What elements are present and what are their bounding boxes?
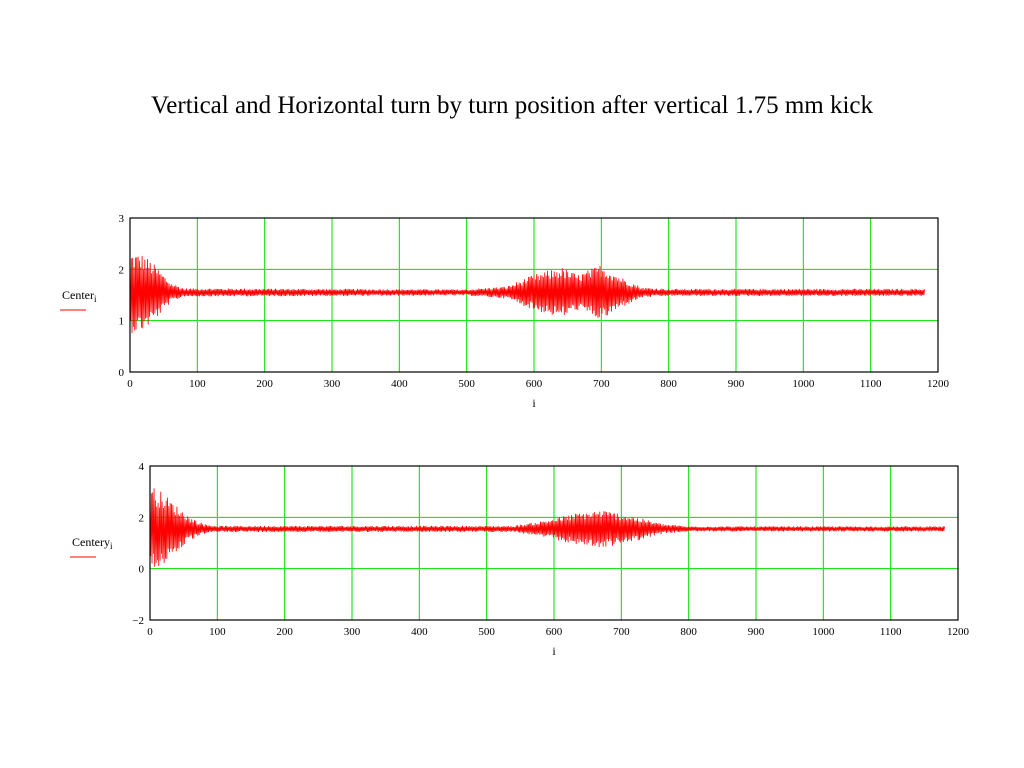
x-tick-label: 600	[546, 626, 563, 638]
y-tick-label: 4	[139, 461, 145, 473]
x-tick-label: 300	[324, 378, 341, 390]
y-axis-label-subscript: i	[94, 294, 97, 304]
chart-2: 0 100 200 300 400 500 600 700 800 900 1000 1100 1200…	[70, 461, 970, 658]
x-tick-label: 200	[256, 378, 273, 390]
y-tick-label: 2	[139, 512, 145, 524]
series-line-1	[129, 255, 925, 334]
x-tick-label: 500	[478, 626, 495, 638]
y-tick-label: 3	[119, 213, 125, 225]
x-tick-label: 900	[748, 626, 765, 638]
y-axis-label: Centeri	[62, 288, 97, 304]
y-tick-label: 1	[119, 316, 125, 328]
x-tick-label: 600	[526, 378, 543, 390]
y-tick-label: 2	[119, 264, 125, 276]
x-tick-label: 1200	[927, 378, 950, 390]
x-tick-label: 900	[728, 378, 745, 390]
y-tick-label: −2	[132, 615, 144, 627]
x-tick-label: 300	[344, 626, 361, 638]
x-axis-label: i	[552, 644, 556, 658]
x-tick-label: 100	[189, 378, 206, 390]
x-tick-label: 800	[680, 626, 697, 638]
plot-frame	[149, 465, 959, 621]
series-line-1	[149, 488, 945, 567]
x-tick-label: 400	[391, 378, 408, 390]
y-tick-label: 0	[139, 564, 145, 576]
x-axis-label: i	[532, 396, 536, 410]
x-tick-label: 800	[660, 378, 677, 390]
x-tick-label: 0	[147, 626, 153, 638]
x-tick-label: 1000	[792, 378, 815, 390]
x-tick-label: 100	[209, 626, 226, 638]
y-axis-label-subscript: i	[110, 541, 113, 551]
x-tick-label: 200	[276, 626, 293, 638]
plot-frame	[129, 217, 939, 373]
x-tick-label: 700	[613, 626, 630, 638]
x-tick-label: 700	[593, 378, 610, 390]
x-tick-label: 1000	[812, 626, 835, 638]
y-axis-label: Centeryi	[72, 535, 113, 551]
x-tick-label: 1100	[880, 626, 902, 638]
y-tick-label: 0	[119, 367, 125, 379]
x-tick-label: 1100	[860, 378, 882, 390]
x-tick-label: 400	[411, 626, 428, 638]
x-tick-label: 500	[458, 378, 475, 390]
x-tick-label: 1200	[947, 626, 970, 638]
x-tick-label: 0	[127, 378, 133, 390]
chart-1: 0 100 200 300 400 500 600 700 800 900 1000 1100 1200…	[60, 213, 950, 410]
slide-title: Vertical and Horizontal turn by turn pos…	[150, 92, 874, 119]
